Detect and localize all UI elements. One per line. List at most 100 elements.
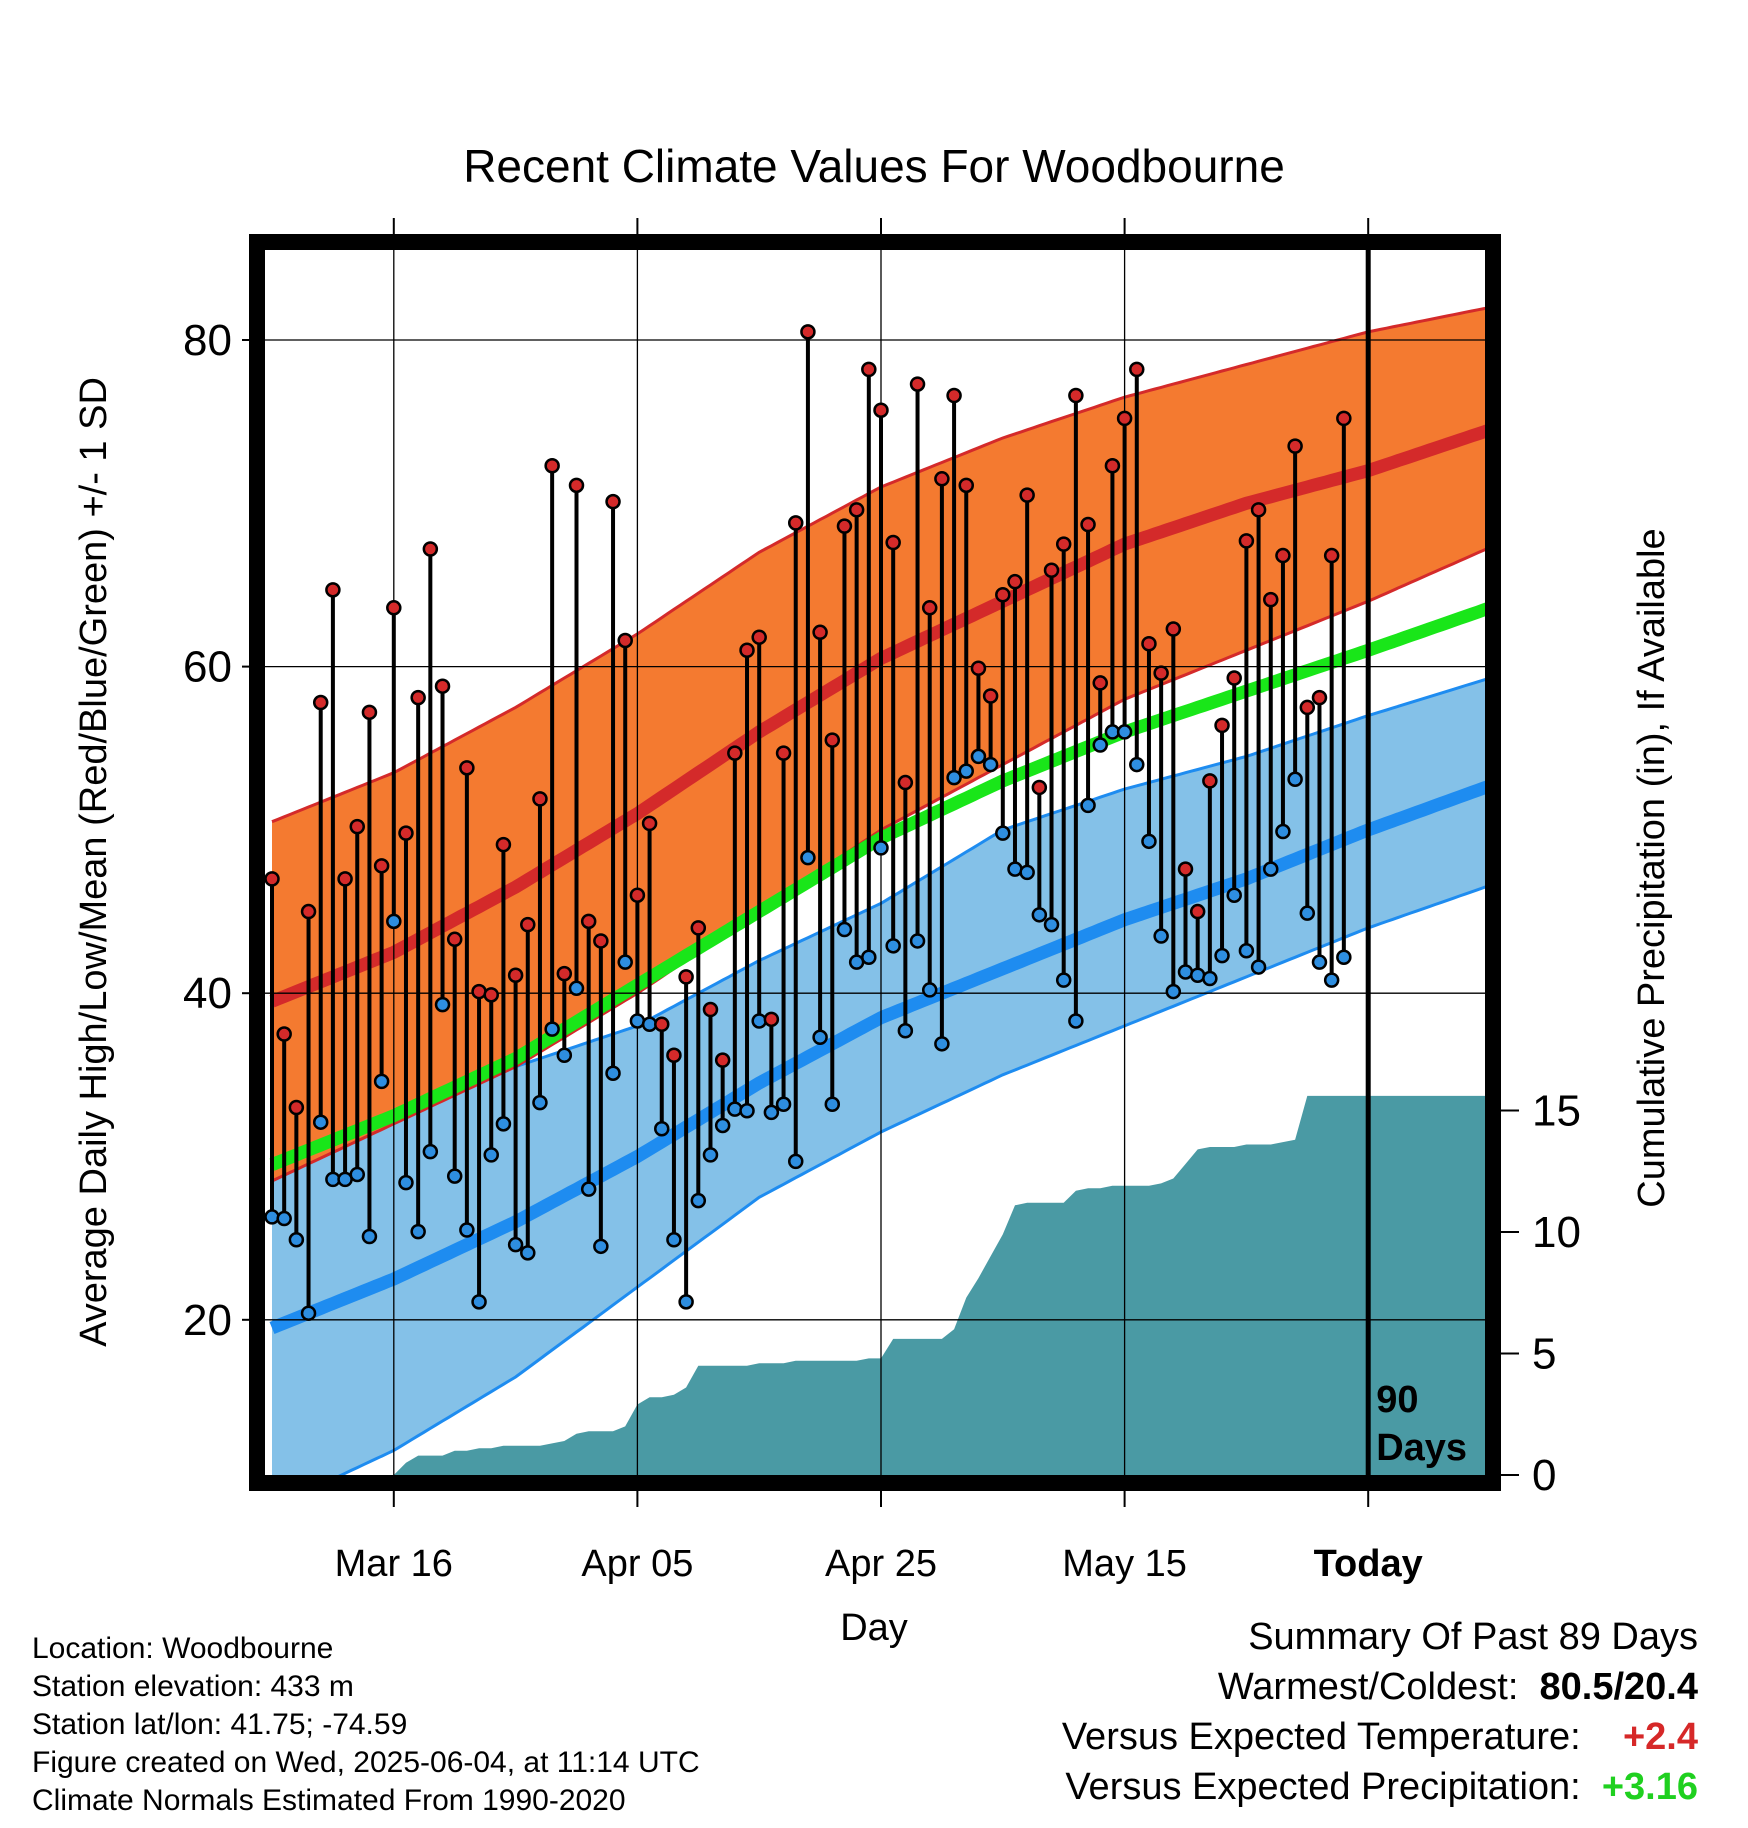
y-tick-label: 80 bbox=[183, 316, 232, 365]
daily-high-point bbox=[398, 825, 414, 841]
daily-low-point bbox=[763, 1104, 780, 1121]
daily-high-point bbox=[507, 967, 524, 983]
daily-low-point bbox=[520, 1245, 536, 1261]
daily-low-point bbox=[982, 756, 999, 773]
daily-low-point bbox=[727, 1101, 743, 1117]
daily-high-point bbox=[532, 791, 548, 807]
daily-low-point bbox=[1250, 959, 1267, 975]
daily-low-point bbox=[373, 1073, 390, 1090]
daily-high-point bbox=[276, 1026, 292, 1042]
daily-low-point bbox=[471, 1294, 487, 1310]
daily-high-point bbox=[1250, 502, 1267, 518]
daily-high-point bbox=[1202, 773, 1218, 789]
daily-high-point bbox=[1031, 779, 1048, 796]
daily-high-point bbox=[349, 818, 366, 835]
precip-value: +3.16 bbox=[1601, 1766, 1698, 1808]
daily-high-point bbox=[958, 477, 975, 494]
daily-high-point bbox=[690, 920, 707, 936]
daily-high-point bbox=[580, 913, 597, 930]
daily-low-point bbox=[1165, 983, 1182, 1000]
daily-low-point bbox=[1226, 887, 1242, 903]
daily-low-point bbox=[1141, 833, 1157, 850]
daily-low-point bbox=[1043, 916, 1060, 933]
daily-high-point bbox=[495, 836, 512, 853]
daily-high-point bbox=[1116, 410, 1133, 427]
daily-high-point bbox=[787, 515, 804, 531]
daily-low-point bbox=[909, 933, 926, 949]
summary-precip: Versus Expected Precipitation: +3.16 bbox=[1065, 1766, 1698, 1809]
daily-high-point bbox=[1214, 717, 1230, 734]
daily-low-point bbox=[386, 913, 402, 930]
daily-high-point bbox=[836, 518, 853, 534]
daily-high-point bbox=[265, 871, 280, 887]
daily-low-point bbox=[995, 825, 1011, 841]
daily-low-point bbox=[446, 1168, 463, 1184]
y-axis-label: Average Daily High/Low/Mean (Red/Blue/Gr… bbox=[73, 377, 115, 1347]
daily-low-point bbox=[568, 980, 585, 997]
daily-high-point bbox=[666, 1047, 682, 1064]
y2-axis-label: Cumulative Precipitation (in), If Availa… bbox=[1631, 528, 1673, 1207]
plot-frame bbox=[249, 234, 1501, 1491]
warm-cold-value: 80.5/20.4 bbox=[1539, 1666, 1698, 1708]
daily-high-point bbox=[1311, 689, 1328, 706]
daily-high-point bbox=[1336, 410, 1352, 427]
daily-high-point bbox=[1019, 487, 1035, 503]
daily-low-point bbox=[751, 1013, 767, 1029]
normal-low-band bbox=[272, 679, 1485, 1475]
normals-text: Climate Normals Estimated From 1990-2020 bbox=[32, 1784, 626, 1817]
daily-low-point bbox=[459, 1222, 475, 1238]
elevation-text: Station elevation: 433 m bbox=[32, 1670, 354, 1703]
daily-low-point bbox=[300, 1305, 317, 1322]
x-tick-label: Today bbox=[1314, 1543, 1423, 1585]
x-tick-label: Apr 05 bbox=[581, 1543, 693, 1585]
daily-high-point bbox=[654, 1016, 670, 1032]
y2-tick-label: 15 bbox=[1532, 1087, 1581, 1136]
daily-low-point bbox=[1299, 905, 1316, 921]
precip-area bbox=[272, 1095, 1485, 1475]
daily-low-point bbox=[1153, 928, 1169, 944]
daily-low-point bbox=[410, 1223, 426, 1240]
daily-high-point bbox=[702, 1001, 719, 1018]
y2-tick-label: 10 bbox=[1532, 1208, 1581, 1257]
daily-low-point bbox=[1311, 954, 1328, 970]
daily-high-point bbox=[1153, 665, 1169, 681]
daily-low-point bbox=[958, 763, 975, 779]
daily-high-point bbox=[982, 688, 999, 704]
daily-high-point bbox=[386, 600, 402, 616]
daily-high-point bbox=[824, 732, 841, 748]
daily-low-point bbox=[495, 1116, 512, 1132]
warm-cold-label: Warmest/Coldest: bbox=[1217, 1666, 1519, 1708]
daily-low-point bbox=[483, 1147, 499, 1163]
daily-high-point bbox=[459, 760, 475, 776]
daily-high-point bbox=[861, 361, 877, 378]
daily-low-point bbox=[666, 1232, 682, 1248]
daily-high-point bbox=[288, 1099, 305, 1116]
y-tick-label: 20 bbox=[183, 1296, 232, 1345]
daily-low-point bbox=[276, 1210, 292, 1227]
daily-high-point bbox=[1299, 699, 1316, 716]
daily-high-point bbox=[678, 969, 694, 985]
daily-high-point bbox=[995, 586, 1011, 603]
plot-area: 90 Days bbox=[265, 250, 1485, 1475]
daily-low-point bbox=[678, 1294, 694, 1310]
daily-low-point bbox=[897, 1023, 914, 1039]
daily-low-point bbox=[1068, 1013, 1084, 1029]
daily-high-point bbox=[1263, 591, 1279, 608]
daily-high-point bbox=[434, 678, 451, 694]
chart-title: Recent Climate Values For Woodbourne bbox=[463, 140, 1285, 192]
daily-high-point bbox=[556, 965, 573, 982]
daily-low-point bbox=[690, 1192, 707, 1209]
daily-low-point bbox=[1019, 864, 1035, 881]
temp-label: Versus Expected Temperature: bbox=[1061, 1716, 1581, 1758]
daily-low-point bbox=[714, 1117, 731, 1134]
daily-high-point bbox=[1189, 903, 1206, 920]
daily-high-point bbox=[812, 624, 828, 641]
daily-high-point bbox=[1141, 635, 1157, 652]
daily-high-point bbox=[1165, 621, 1182, 637]
y2-tick-label: 0 bbox=[1532, 1451, 1556, 1500]
daily-high-point bbox=[739, 642, 755, 659]
daily-high-point bbox=[800, 324, 816, 340]
daily-low-point bbox=[556, 1047, 573, 1064]
daily-low-point bbox=[1129, 756, 1145, 773]
